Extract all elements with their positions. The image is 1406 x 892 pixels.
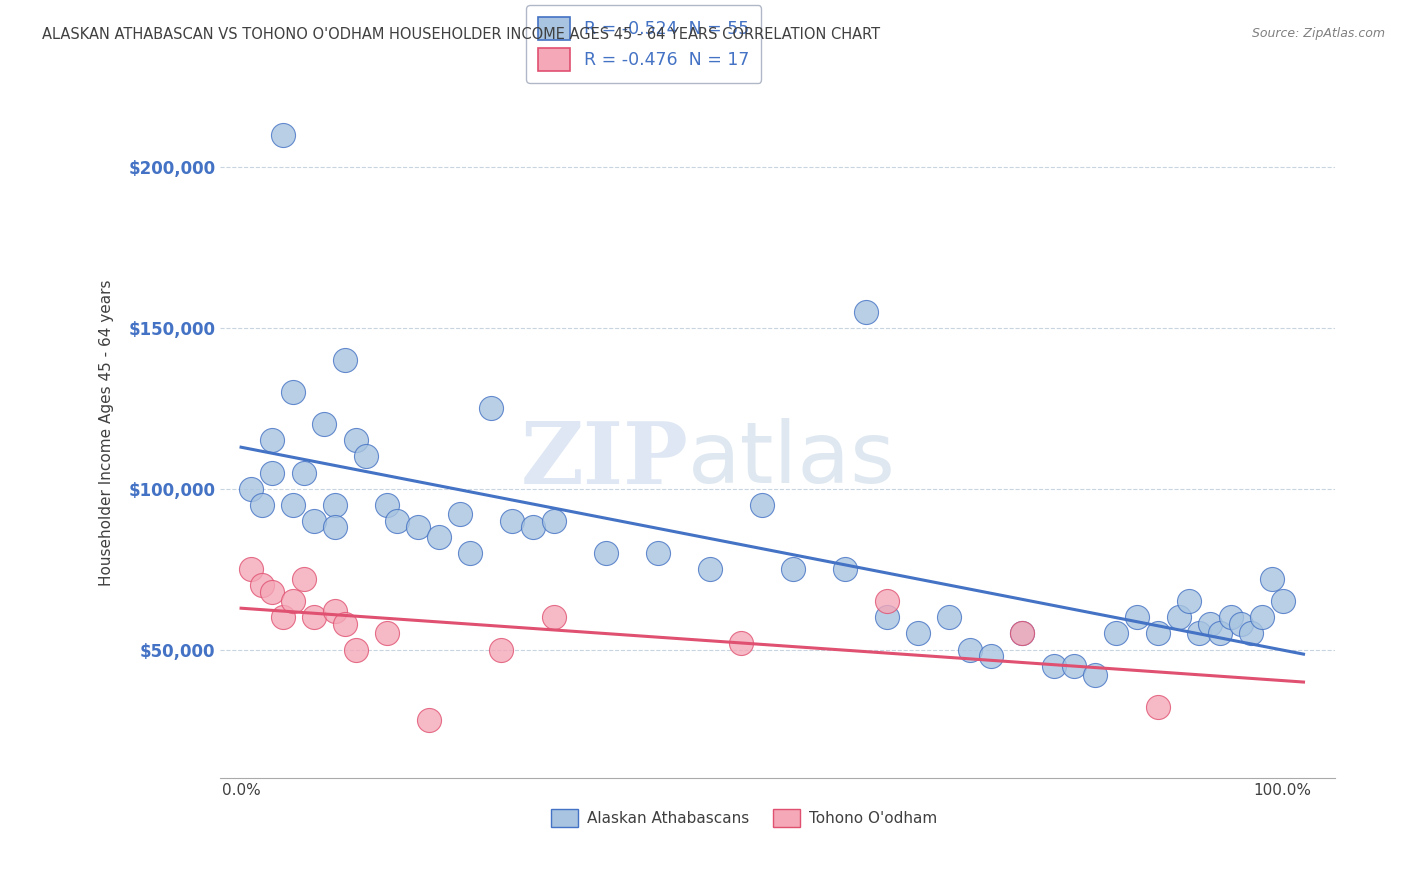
Point: [418, 714, 440, 728]
Point: [335, 616, 357, 631]
Point: [1011, 626, 1033, 640]
Point: [449, 508, 471, 522]
Point: [501, 514, 523, 528]
Point: [302, 610, 325, 624]
Y-axis label: Householder Income Ages 45 - 64 years: Householder Income Ages 45 - 64 years: [100, 279, 114, 585]
Point: [1084, 668, 1107, 682]
Point: [375, 626, 398, 640]
Legend: Alaskan Athabascans, Tohono O'odham: Alaskan Athabascans, Tohono O'odham: [544, 803, 943, 833]
Point: [281, 498, 304, 512]
Point: [959, 642, 981, 657]
Point: [1230, 616, 1253, 631]
Point: [543, 514, 565, 528]
Point: [1146, 626, 1168, 640]
Point: [730, 636, 752, 650]
Point: [1240, 626, 1263, 640]
Point: [543, 610, 565, 624]
Point: [406, 520, 429, 534]
Point: [1209, 626, 1232, 640]
Point: [699, 562, 721, 576]
Point: [292, 572, 315, 586]
Point: [262, 584, 284, 599]
Point: [855, 304, 877, 318]
Point: [522, 520, 544, 534]
Text: ZIP: ZIP: [520, 418, 689, 502]
Point: [1271, 594, 1294, 608]
Point: [1126, 610, 1149, 624]
Point: [387, 514, 409, 528]
Point: [1105, 626, 1128, 640]
Point: [1063, 658, 1085, 673]
Point: [271, 610, 294, 624]
Point: [302, 514, 325, 528]
Point: [751, 498, 773, 512]
Point: [1011, 626, 1033, 640]
Point: [876, 610, 898, 624]
Point: [1219, 610, 1241, 624]
Point: [344, 642, 367, 657]
Point: [375, 498, 398, 512]
Point: [323, 498, 346, 512]
Point: [647, 546, 669, 560]
Point: [1188, 626, 1211, 640]
Point: [292, 466, 315, 480]
Text: Source: ZipAtlas.com: Source: ZipAtlas.com: [1251, 27, 1385, 40]
Point: [458, 546, 481, 560]
Point: [1146, 700, 1168, 714]
Point: [1042, 658, 1064, 673]
Point: [491, 642, 513, 657]
Point: [281, 385, 304, 400]
Point: [271, 128, 294, 142]
Point: [354, 450, 377, 464]
Point: [782, 562, 804, 576]
Point: [876, 594, 898, 608]
Point: [1261, 572, 1284, 586]
Point: [1250, 610, 1272, 624]
Point: [344, 434, 367, 448]
Text: atlas: atlas: [689, 418, 897, 501]
Point: [1198, 616, 1220, 631]
Point: [323, 520, 346, 534]
Point: [479, 401, 502, 416]
Point: [427, 530, 450, 544]
Point: [281, 594, 304, 608]
Point: [907, 626, 929, 640]
Point: [1178, 594, 1201, 608]
Point: [595, 546, 617, 560]
Point: [262, 434, 284, 448]
Point: [980, 648, 1002, 663]
Text: ALASKAN ATHABASCAN VS TOHONO O'ODHAM HOUSEHOLDER INCOME AGES 45 - 64 YEARS CORRE: ALASKAN ATHABASCAN VS TOHONO O'ODHAM HOU…: [42, 27, 880, 42]
Point: [262, 466, 284, 480]
Point: [1167, 610, 1189, 624]
Point: [323, 604, 346, 618]
Point: [335, 352, 357, 367]
Point: [314, 417, 336, 432]
Point: [938, 610, 960, 624]
Point: [250, 578, 273, 592]
Point: [834, 562, 856, 576]
Point: [240, 482, 263, 496]
Point: [240, 562, 263, 576]
Point: [250, 498, 273, 512]
